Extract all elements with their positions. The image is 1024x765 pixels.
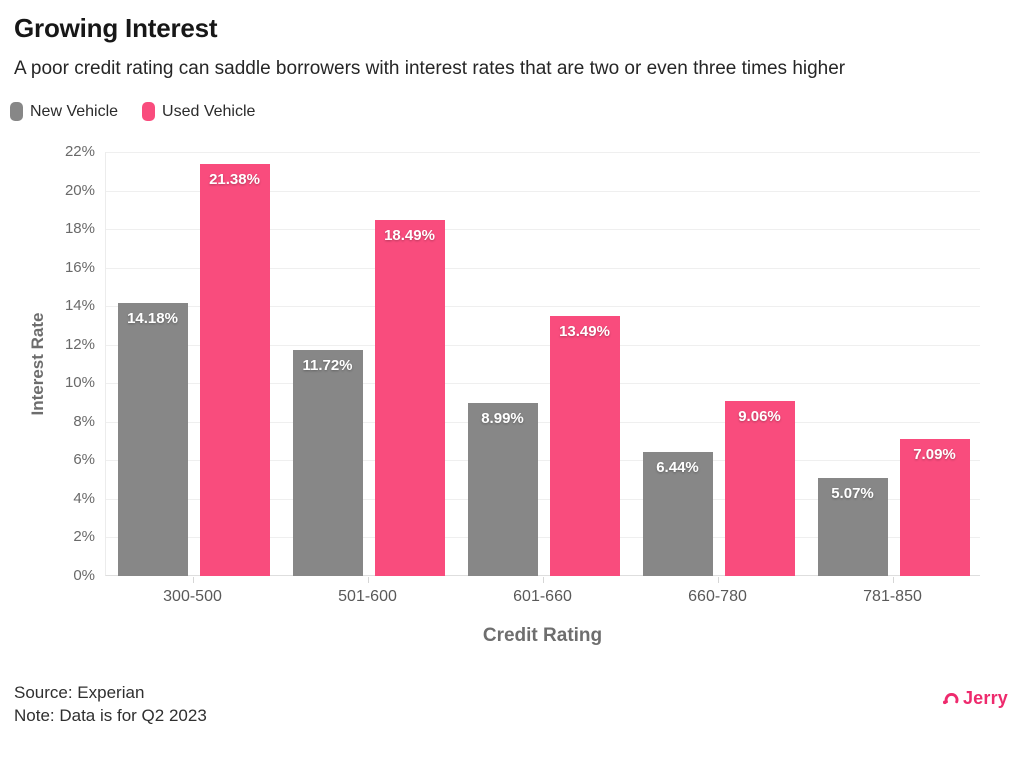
bar-value-label: 7.09% [913, 446, 956, 464]
bar-new-vehicle-300-500: 14.18% [117, 302, 188, 576]
bar-value-label: 9.06% [738, 408, 781, 426]
x-tick-label: 660-780 [688, 588, 747, 605]
bar-used-vehicle-781-850: 7.09% [899, 439, 970, 576]
chart-subtitle: A poor credit rating can saddle borrower… [14, 58, 846, 79]
legend-swatch-used-vehicle [142, 102, 156, 121]
legend-item-new-vehicle: New Vehicle [10, 102, 118, 121]
x-tick-mark [892, 577, 894, 583]
x-tick-label: 300-500 [163, 588, 222, 605]
plot-area: 14.18% 21.38% 11.72% 18.49% 8.99% 13.49% 6.44%… [105, 152, 980, 576]
legend-label-used-vehicle: Used Vehicle [162, 102, 256, 120]
y-tick-label: 10% [64, 374, 95, 392]
bar-used-vehicle-501-600: 18.49% [374, 219, 445, 576]
y-tick-label: 0% [73, 567, 95, 584]
y-tick-label: 16% [64, 258, 95, 276]
gridline [106, 498, 980, 500]
x-tick-label: 601-660 [513, 588, 572, 605]
bar-value-label: 13.49% [559, 323, 610, 340]
bar-used-vehicle-300-500: 21.38% [199, 163, 270, 576]
y-tick-label: 4% [73, 489, 95, 507]
x-tick-mark [542, 577, 544, 583]
chart-legend: New Vehicle Used Vehicle [10, 102, 255, 121]
y-tick-label: 12% [64, 335, 95, 353]
bar-value-label: 14.18% [127, 309, 178, 327]
x-tick-mark [192, 577, 194, 583]
legend-item-used-vehicle: Used Vehicle [142, 102, 255, 121]
x-tick-label: 501-600 [338, 588, 397, 605]
y-axis-title: Interest Rate [28, 312, 47, 416]
bar-new-vehicle-660-780: 6.44% [642, 451, 713, 576]
y-tick-label: 6% [73, 451, 95, 469]
gridline [106, 190, 980, 192]
y-tick-label: 14% [64, 297, 95, 315]
gridline [106, 421, 980, 423]
legend-label-new-vehicle: New Vehicle [30, 102, 119, 120]
y-tick-label: 18% [64, 220, 95, 238]
bar-new-vehicle-501-600: 11.72% [292, 350, 363, 576]
x-tick-mark [367, 577, 369, 583]
bar-used-vehicle-601-660: 13.49% [549, 316, 620, 576]
bar-value-label: 18.49% [384, 226, 435, 244]
gridline [106, 383, 980, 385]
x-tick-label: 781-850 [863, 588, 922, 605]
gridline [106, 344, 980, 346]
data-note: Note: Data is for Q2 2023 [14, 706, 207, 725]
gridline [106, 460, 980, 462]
brand-name: Jerry [962, 688, 1008, 708]
y-tick-label: 20% [64, 181, 95, 199]
bar-value-label: 6.44% [656, 458, 699, 476]
gridline [106, 229, 980, 231]
gridline [106, 306, 980, 308]
gridline [106, 152, 980, 153]
x-tick-mark [717, 577, 719, 583]
bar-value-label: 11.72% [302, 357, 353, 375]
legend-swatch-new-vehicle [10, 102, 23, 121]
gridline [106, 537, 980, 539]
bar-new-vehicle-781-850: 5.07% [817, 478, 888, 576]
bar-new-vehicle-601-660: 8.99% [467, 402, 538, 576]
page-title: Growing Interest [14, 13, 218, 43]
jerry-arc-icon [942, 693, 959, 705]
brand-logo: Jerry [942, 688, 1008, 709]
bar-value-label: 8.99% [481, 409, 524, 427]
bar-value-label: 21.38% [209, 170, 260, 188]
y-tick-label: 2% [73, 528, 95, 546]
bar-value-label: 5.07% [831, 485, 874, 503]
source-note: Source: Experian [14, 683, 145, 702]
y-tick-label: 8% [73, 412, 95, 430]
gridline [106, 267, 980, 269]
bar-used-vehicle-660-780: 9.06% [724, 401, 795, 576]
footer-notes: Source: Experian Note: Data is for Q2 20… [14, 681, 207, 727]
y-tick-label: 22% [64, 143, 95, 160]
x-axis-title: Credit Rating [482, 625, 603, 646]
